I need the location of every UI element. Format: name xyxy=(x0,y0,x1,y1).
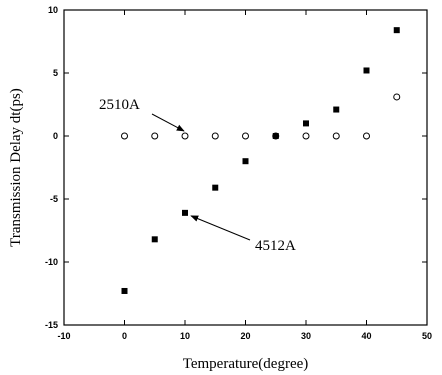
x-tick-label: 10 xyxy=(180,331,190,341)
open-circle-point xyxy=(121,132,128,140)
filled-square-point xyxy=(212,184,219,191)
annotation-arrow-4512A xyxy=(190,215,251,241)
open-circle-point xyxy=(211,132,219,140)
y-tick-label: -5 xyxy=(50,194,58,204)
filled-square-point xyxy=(303,120,309,127)
annotation-label-2510A: 2510A xyxy=(99,97,140,113)
open-circle-point xyxy=(181,132,189,140)
open-circle-point xyxy=(302,132,310,140)
y-tick-label: -15 xyxy=(45,320,58,330)
filled-square-point xyxy=(393,27,400,34)
y-tick-label: 5 xyxy=(53,68,58,78)
annotation-label-4512A: 4512A xyxy=(255,238,296,254)
filled-square-point xyxy=(363,67,370,74)
filled-square-point xyxy=(242,158,249,165)
x-tick-label: 50 xyxy=(422,331,432,341)
x-tick-label: 30 xyxy=(301,331,311,341)
y-tick-label: 10 xyxy=(48,5,58,15)
open-circle-point xyxy=(363,132,370,140)
open-circle-point xyxy=(393,93,401,101)
y-tick-label: -10 xyxy=(45,257,58,267)
y-tick-label: 0 xyxy=(53,131,58,141)
filled-square-point xyxy=(272,133,279,139)
x-tick-label: 0 xyxy=(122,331,127,341)
y-axis-label: Transmission Delay dt(ps) xyxy=(8,88,24,247)
open-circle-point xyxy=(151,132,159,140)
x-tick-label: 20 xyxy=(240,331,250,341)
filled-square-point xyxy=(333,106,340,113)
plot-axes xyxy=(63,9,428,326)
annotations: 2510A 4512A xyxy=(99,97,296,254)
filled-square-point xyxy=(182,209,188,216)
filled-square-point xyxy=(121,287,128,294)
plot-frame xyxy=(63,9,428,326)
x-axis-label: Temperature(degree) xyxy=(183,356,309,372)
open-circle-point xyxy=(242,132,249,140)
annotation-arrow-2510A xyxy=(151,113,185,132)
x-tick-label: 40 xyxy=(361,331,371,341)
x-tick-label: -10 xyxy=(57,331,70,341)
filled-square-point xyxy=(151,236,158,243)
open-circle-point xyxy=(332,132,340,140)
data-marks xyxy=(121,27,401,294)
